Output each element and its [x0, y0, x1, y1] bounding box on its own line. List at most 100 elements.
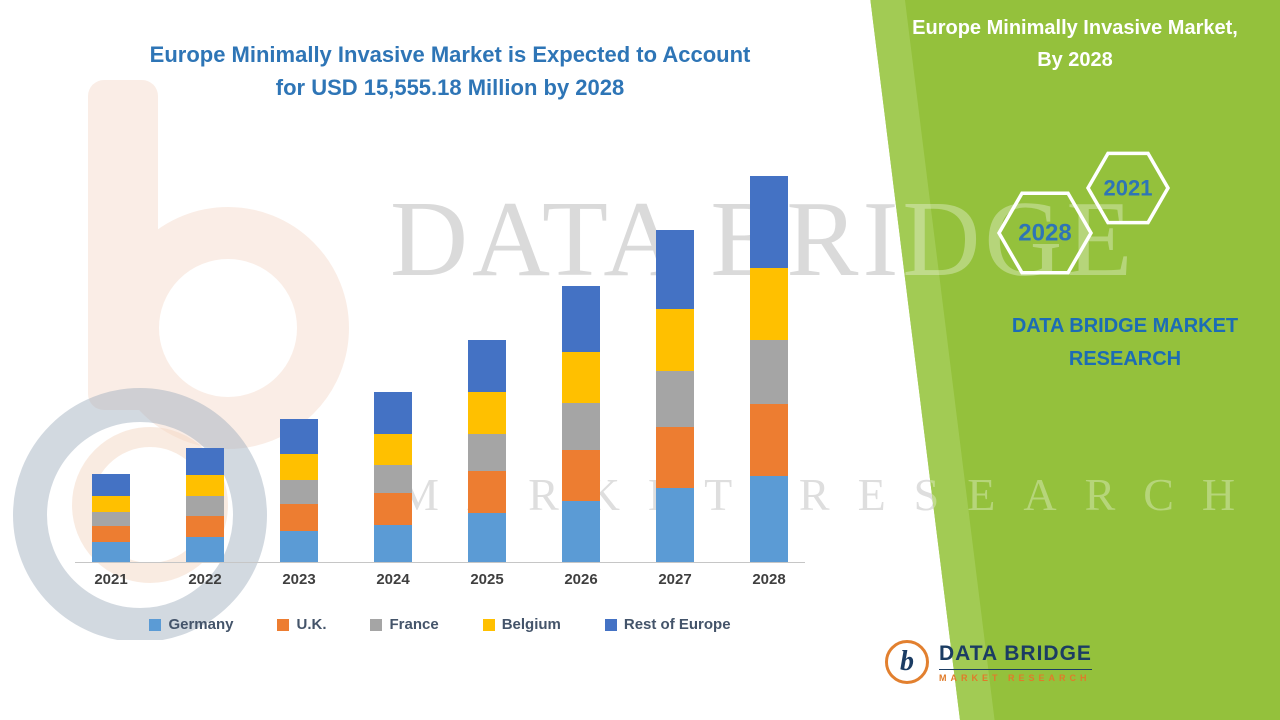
bar-column-2024: 2024 — [363, 176, 423, 588]
side-panel-heading-line2: By 2028 — [1037, 49, 1113, 71]
segment-germany-2025 — [468, 512, 506, 562]
segment-rest-of-europe-2028 — [750, 176, 788, 269]
page-title: Europe Minimally Invasive Market is Expe… — [55, 38, 845, 104]
legend-label-rest-of-europe: Rest of Europe — [623, 616, 731, 633]
bar-stack-2023 — [280, 176, 318, 562]
side-panel-heading: Europe Minimally Invasive Market, By 202… — [880, 12, 1270, 76]
legend-label-belgium: Belgium — [501, 616, 561, 633]
segment-u-k-2024 — [374, 493, 412, 525]
brand-text-line2: RESEARCH — [1068, 348, 1182, 370]
bar-stack-2025 — [468, 176, 506, 562]
bar-stack-2024 — [374, 176, 412, 562]
segment-rest-of-europe-2025 — [468, 339, 506, 393]
x-axis-label-2026: 2026 — [564, 571, 598, 588]
segment-u-k-2026 — [562, 449, 600, 502]
side-panel-heading-line1: Europe Minimally Invasive Market, — [912, 17, 1238, 39]
legend-item-belgium: Belgium — [482, 616, 561, 633]
segment-france-2027 — [656, 370, 694, 427]
bar-column-2023: 2023 — [269, 176, 329, 588]
bar-stack-2022 — [186, 176, 224, 562]
segment-rest-of-europe-2027 — [656, 230, 694, 310]
legend-item-france: France — [370, 616, 439, 633]
segment-germany-2023 — [280, 530, 318, 562]
legend-swatch-belgium — [482, 618, 495, 631]
segment-france-2024 — [374, 464, 412, 494]
segment-france-2025 — [468, 433, 506, 472]
x-axis-label-2021: 2021 — [94, 571, 128, 588]
segment-germany-2021 — [92, 541, 130, 562]
segment-belgium-2027 — [656, 309, 694, 371]
logo-b-glyph: b — [900, 646, 914, 677]
segment-u-k-2021 — [92, 525, 130, 542]
legend-swatch-u-k — [277, 618, 290, 631]
segment-germany-2027 — [656, 488, 694, 562]
segment-belgium-2025 — [468, 392, 506, 434]
footer-logo: b DATA BRIDGE MARKET RESEARCH — [885, 640, 1092, 684]
brand-text-line1: DATA BRIDGE MARKET — [1011, 315, 1239, 337]
segment-germany-2022 — [186, 536, 224, 562]
x-axis-label-2024: 2024 — [376, 571, 410, 588]
year-hexagons: 2028 2021 — [996, 151, 1171, 275]
segment-rest-of-europe-2024 — [374, 392, 412, 434]
footer-logo-text: DATA BRIDGE MARKET RESEARCH — [939, 642, 1092, 683]
segment-belgium-2026 — [562, 351, 600, 404]
bar-column-2027: 2027 — [645, 176, 705, 588]
segment-france-2022 — [186, 496, 224, 516]
data-bridge-logo-icon: b — [885, 640, 929, 684]
segment-u-k-2025 — [468, 471, 506, 513]
segment-u-k-2023 — [280, 504, 318, 531]
segment-u-k-2027 — [656, 426, 694, 489]
segment-france-2026 — [562, 403, 600, 450]
segment-rest-of-europe-2026 — [562, 286, 600, 352]
segment-germany-2026 — [562, 501, 600, 562]
bar-chart: 2021 2022 2023 2024 2025 2026 2027 2028 — [75, 176, 805, 588]
page-title-line1: Europe Minimally Invasive Market is Expe… — [149, 42, 751, 67]
legend-swatch-rest-of-europe — [604, 618, 617, 631]
hexagon-2028-shape — [996, 191, 1094, 275]
segment-belgium-2024 — [374, 433, 412, 465]
bar-column-2025: 2025 — [457, 176, 517, 588]
bar-column-2028: 2028 — [739, 176, 799, 588]
x-axis-label-2023: 2023 — [282, 571, 316, 588]
x-axis-label-2027: 2027 — [658, 571, 692, 588]
legend-item-u-k: U.K. — [277, 616, 326, 633]
legend: Germany U.K. France Belgium Rest of Europe — [75, 616, 805, 633]
legend-label-france: France — [389, 616, 439, 633]
bar-column-2026: 2026 — [551, 176, 611, 588]
legend-item-rest-of-europe: Rest of Europe — [604, 616, 731, 633]
segment-rest-of-europe-2023 — [280, 419, 318, 454]
legend-swatch-france — [370, 618, 383, 631]
bar-stack-2028 — [750, 176, 788, 562]
hexagon-2028-label: 2028 — [1018, 220, 1071, 247]
bar-stack-2021 — [92, 176, 130, 562]
segment-rest-of-europe-2021 — [92, 474, 130, 496]
segment-germany-2024 — [374, 524, 412, 562]
segment-france-2021 — [92, 511, 130, 526]
brand-text: DATA BRIDGE MARKET RESEARCH — [940, 310, 1280, 376]
x-axis-line — [75, 562, 805, 563]
page-title-line2: for USD 15,555.18 Million by 2028 — [275, 75, 625, 100]
legend-label-u-k: U.K. — [296, 616, 327, 633]
hexagon-2021-shape — [1085, 151, 1171, 225]
bar-column-2022: 2022 — [175, 176, 235, 588]
x-axis-label-2028: 2028 — [752, 571, 786, 588]
segment-france-2023 — [280, 480, 318, 505]
segment-belgium-2021 — [92, 495, 130, 512]
legend-item-germany: Germany — [149, 616, 233, 633]
segment-u-k-2022 — [186, 515, 224, 537]
segment-rest-of-europe-2022 — [186, 447, 224, 476]
x-axis-label-2022: 2022 — [188, 571, 222, 588]
bar-stack-2027 — [656, 176, 694, 562]
x-axis-label-2025: 2025 — [470, 571, 504, 588]
segment-belgium-2028 — [750, 268, 788, 340]
footer-logo-name: DATA BRIDGE — [939, 641, 1092, 665]
segment-belgium-2023 — [280, 453, 318, 481]
segment-belgium-2022 — [186, 475, 224, 497]
bar-column-2021: 2021 — [81, 176, 141, 588]
legend-swatch-germany — [149, 618, 162, 631]
footer-logo-tagline: MARKET RESEARCH — [939, 672, 1091, 683]
segment-germany-2028 — [750, 476, 788, 562]
footer-logo-divider — [939, 668, 1092, 670]
segment-u-k-2028 — [750, 404, 788, 477]
